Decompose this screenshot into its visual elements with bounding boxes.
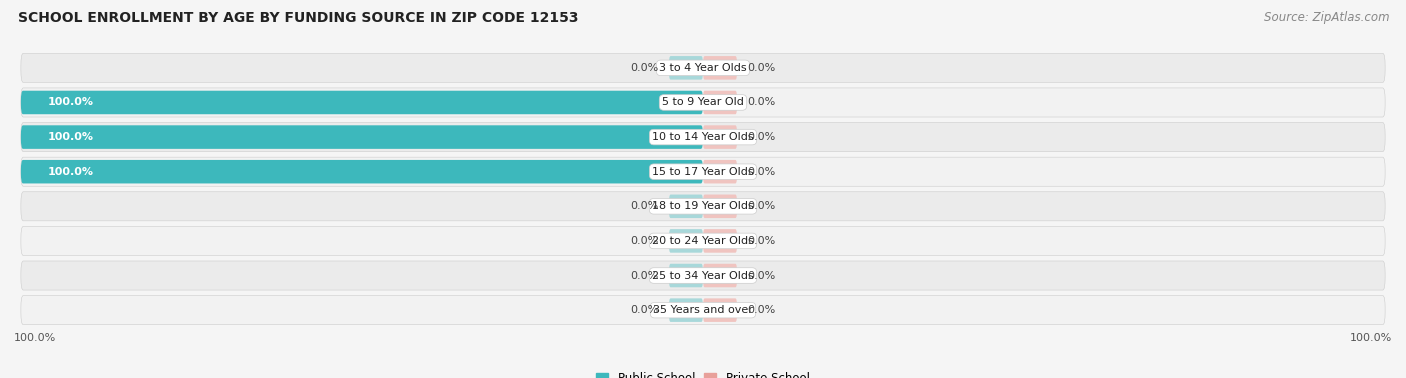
FancyBboxPatch shape [703,160,737,183]
Text: 0.0%: 0.0% [748,271,776,280]
FancyBboxPatch shape [703,298,737,322]
FancyBboxPatch shape [669,56,703,80]
Text: 100.0%: 100.0% [48,98,94,107]
Text: 0.0%: 0.0% [748,132,776,142]
Text: 0.0%: 0.0% [748,236,776,246]
FancyBboxPatch shape [703,229,737,253]
FancyBboxPatch shape [21,53,1385,82]
Legend: Public School, Private School: Public School, Private School [592,367,814,378]
Text: 0.0%: 0.0% [630,201,658,211]
Text: 5 to 9 Year Old: 5 to 9 Year Old [662,98,744,107]
Text: 0.0%: 0.0% [630,305,658,315]
FancyBboxPatch shape [669,229,703,253]
Text: SCHOOL ENROLLMENT BY AGE BY FUNDING SOURCE IN ZIP CODE 12153: SCHOOL ENROLLMENT BY AGE BY FUNDING SOUR… [18,11,579,25]
Text: 10 to 14 Year Olds: 10 to 14 Year Olds [652,132,754,142]
Text: 25 to 34 Year Olds: 25 to 34 Year Olds [652,271,754,280]
FancyBboxPatch shape [21,296,1385,325]
FancyBboxPatch shape [21,261,1385,290]
Text: 0.0%: 0.0% [748,305,776,315]
Text: 100.0%: 100.0% [1350,333,1392,342]
Text: 0.0%: 0.0% [748,167,776,177]
FancyBboxPatch shape [669,264,703,287]
Text: 18 to 19 Year Olds: 18 to 19 Year Olds [652,201,754,211]
FancyBboxPatch shape [703,195,737,218]
Text: 0.0%: 0.0% [630,236,658,246]
FancyBboxPatch shape [21,122,1385,152]
Text: 0.0%: 0.0% [630,63,658,73]
Text: 0.0%: 0.0% [748,63,776,73]
FancyBboxPatch shape [21,226,1385,256]
FancyBboxPatch shape [703,56,737,80]
Text: 100.0%: 100.0% [48,167,94,177]
Text: Source: ZipAtlas.com: Source: ZipAtlas.com [1264,11,1389,24]
FancyBboxPatch shape [21,88,1385,117]
FancyBboxPatch shape [703,264,737,287]
FancyBboxPatch shape [703,125,737,149]
FancyBboxPatch shape [21,91,703,114]
FancyBboxPatch shape [21,192,1385,221]
Text: 15 to 17 Year Olds: 15 to 17 Year Olds [652,167,754,177]
FancyBboxPatch shape [669,298,703,322]
Text: 100.0%: 100.0% [14,333,56,342]
Text: 0.0%: 0.0% [630,271,658,280]
FancyBboxPatch shape [703,91,737,114]
Text: 3 to 4 Year Olds: 3 to 4 Year Olds [659,63,747,73]
FancyBboxPatch shape [21,125,703,149]
Text: 0.0%: 0.0% [748,201,776,211]
FancyBboxPatch shape [21,157,1385,186]
FancyBboxPatch shape [21,160,703,183]
FancyBboxPatch shape [669,195,703,218]
Text: 35 Years and over: 35 Years and over [652,305,754,315]
Text: 0.0%: 0.0% [748,98,776,107]
Text: 20 to 24 Year Olds: 20 to 24 Year Olds [652,236,754,246]
Text: 100.0%: 100.0% [48,132,94,142]
